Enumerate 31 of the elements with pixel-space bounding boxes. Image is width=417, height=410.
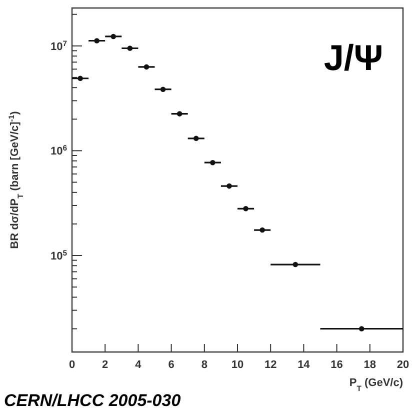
point (226, 183, 232, 189)
x-tick-label: 16 (330, 359, 343, 371)
point (94, 38, 100, 44)
x-tick-label: 18 (364, 359, 376, 371)
x-tick-label: 6 (168, 359, 174, 371)
text: CERN/LHCC 2005-030 (4, 391, 182, 410)
y-tick-label: 10$^{5}$ (50, 248, 68, 262)
x-tick-label: 12 (264, 359, 277, 371)
annotation: J/Ψ (324, 37, 383, 78)
point (127, 46, 133, 51)
y-tick-label: 10$^{6}$ (50, 143, 67, 158)
point (160, 86, 166, 92)
y-tick-label: 10$^{7}$ (50, 38, 67, 53)
point (358, 326, 364, 332)
x-tick-label: 2 (102, 359, 108, 371)
point (78, 76, 83, 82)
point (176, 111, 182, 116)
x-tick-label: 8 (201, 359, 208, 371)
x-tick-label: 0 (68, 359, 76, 371)
x-tick-label: 10 (231, 359, 244, 371)
point (144, 64, 150, 70)
x-axis-title: P$_{T}$ (GeV/c) (349, 377, 404, 392)
point (260, 227, 265, 233)
point (292, 262, 298, 268)
x-tick-label: 4 (135, 359, 142, 371)
point (193, 136, 199, 142)
x-tick-label: 14 (298, 359, 311, 371)
x-tick-label: 20 (396, 359, 410, 371)
point (243, 206, 248, 212)
point (210, 160, 216, 166)
point (110, 34, 116, 40)
